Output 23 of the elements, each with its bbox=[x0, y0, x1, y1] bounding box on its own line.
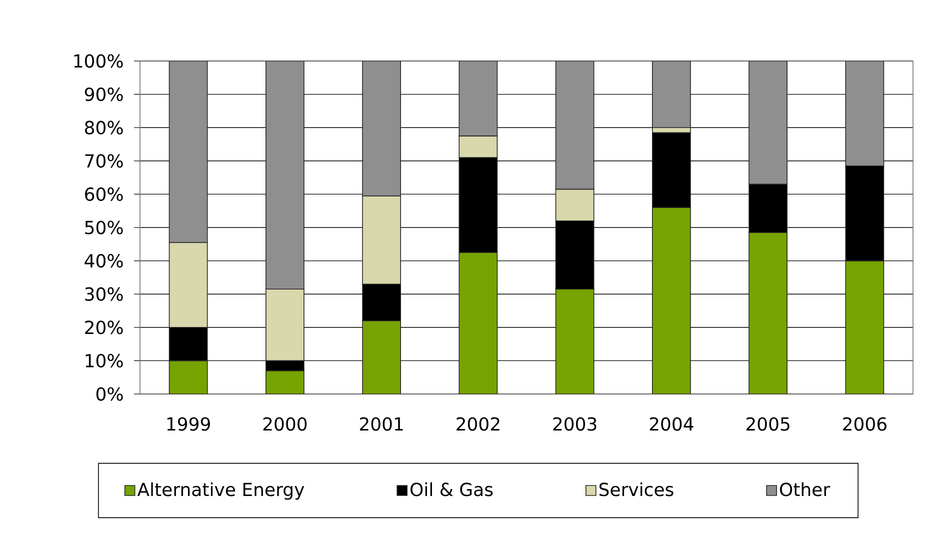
y-tick-label: 20% bbox=[85, 320, 123, 334]
y-tick-label: 90% bbox=[84, 87, 123, 102]
y-tick-label: 0% bbox=[96, 387, 123, 401]
legend-label: Other bbox=[780, 482, 830, 496]
y-tick-label: 100% bbox=[74, 54, 123, 68]
x-tick-label: 2002 bbox=[456, 417, 500, 431]
x-tick-label: 2005 bbox=[746, 417, 790, 431]
y-tick-label: 70% bbox=[85, 154, 123, 168]
x-tick-label: 2006 bbox=[843, 417, 886, 431]
y-tick-label: 40% bbox=[84, 254, 123, 268]
legend-label: Oil & Gas bbox=[410, 482, 493, 496]
y-tick-label: 60% bbox=[85, 187, 123, 201]
legend-label: Alternative Energy bbox=[137, 482, 304, 500]
x-tick-label: 2001 bbox=[360, 417, 403, 431]
y-tick-label: 10% bbox=[86, 354, 123, 368]
y-tick-label: 80% bbox=[85, 120, 123, 134]
y-tick-label: 50% bbox=[85, 220, 123, 234]
legend-label: Services bbox=[599, 482, 674, 496]
y-tick-label: 30% bbox=[85, 287, 123, 301]
x-tick-label: 2003 bbox=[553, 417, 596, 431]
x-tick-label: 2000 bbox=[263, 417, 307, 431]
x-tick-label: 1999 bbox=[167, 417, 210, 431]
x-tick-label: 2004 bbox=[650, 417, 694, 431]
